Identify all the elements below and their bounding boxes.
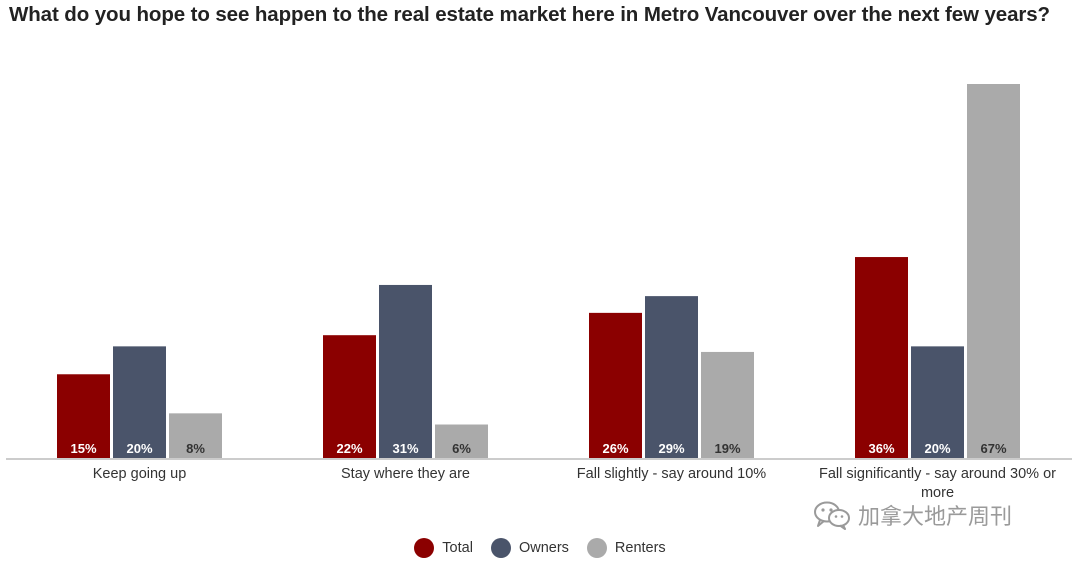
- bar-renters-2: [435, 424, 488, 458]
- value-label-renters-1: 8%: [186, 441, 205, 456]
- bar-renters-1: [169, 413, 222, 458]
- value-label-total-1: 15%: [70, 441, 96, 456]
- legend-label-owners: Owners: [518, 540, 569, 556]
- value-label-owners-1: 20%: [126, 441, 152, 456]
- bar-owners-1: [113, 346, 166, 458]
- legend-swatch-renters: [586, 538, 607, 558]
- wechat-icon: [814, 501, 850, 530]
- legend-label-renters: Renters: [614, 540, 666, 556]
- bar-owners-2: [379, 284, 432, 458]
- legend-swatch-total: [414, 538, 435, 558]
- bar-owners-3: [645, 296, 698, 458]
- bar-total-1: [57, 374, 110, 458]
- value-labels-layer: 15% 20% 8% 22% 31% 6% 26% 29% 19% 36% 20% 67%: [70, 441, 1006, 456]
- bar-renters-4: [967, 84, 1020, 458]
- value-label-total-3: 26%: [602, 441, 628, 456]
- legend-item-owners: Owners: [490, 538, 569, 558]
- chart-title: What do you hope to see happen to the re…: [9, 3, 1050, 26]
- category-label-2: Stay where they are: [341, 466, 470, 482]
- category-label-3: Fall slightly - say around 10%: [577, 466, 766, 482]
- value-label-owners-3: 29%: [658, 441, 684, 456]
- legend-swatch-owners: [490, 538, 511, 558]
- bar-owners-4: [911, 346, 964, 458]
- value-label-total-4: 36%: [868, 441, 894, 456]
- bar-total-2: [323, 335, 376, 458]
- legend-label-total: Total: [442, 540, 473, 556]
- bar-total-3: [589, 312, 642, 458]
- value-label-renters-2: 6%: [452, 441, 471, 456]
- value-label-renters-4: 67%: [980, 441, 1006, 456]
- watermark-text: 加拿大地产周刊: [858, 504, 1013, 529]
- value-label-owners-2: 31%: [392, 441, 418, 456]
- category-label-4: Fall significantly - say around 30% or mo…: [819, 466, 1056, 501]
- watermark: 加拿大地产周刊: [812, 499, 1012, 531]
- category-label-1: Keep going up: [93, 466, 187, 482]
- bars-layer: [57, 84, 1020, 458]
- bar-total-4: [855, 257, 908, 458]
- legend-item-total: Total: [414, 538, 473, 558]
- value-label-owners-4: 20%: [924, 441, 950, 456]
- category-labels-layer: Keep going up Stay where they are Fall sli…: [93, 466, 1056, 501]
- value-label-renters-3: 19%: [714, 441, 740, 456]
- legend-item-renters: Renters: [586, 538, 666, 558]
- value-label-total-2: 22%: [336, 441, 362, 456]
- legend: Total Owners Renters: [0, 538, 1080, 558]
- bar-renters-3: [701, 351, 754, 458]
